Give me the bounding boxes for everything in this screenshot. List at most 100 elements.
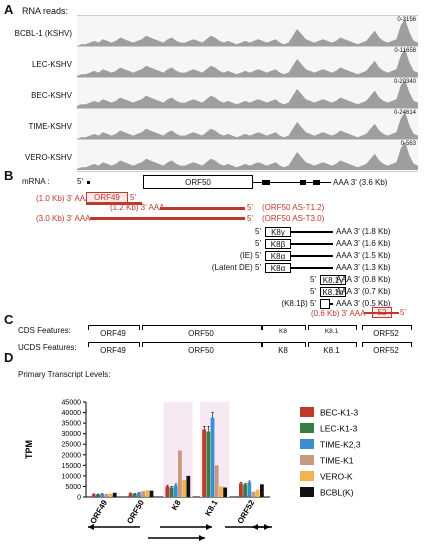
bar <box>182 480 186 497</box>
feature-bracket <box>308 342 357 347</box>
coverage-profile <box>77 18 418 46</box>
feature-bracket <box>262 325 306 330</box>
transcript-levels-chart: 0 5000 10000 15000 20000 25000 30000 35000 40000… <box>24 400 361 541</box>
legend-swatch <box>300 455 314 465</box>
orf49-transcript-line <box>86 202 142 205</box>
direction-arrow-head <box>199 535 205 541</box>
y-tick-label: 10000 <box>62 473 82 480</box>
coverage-profile <box>77 80 418 108</box>
y-tick-label: 20000 <box>62 452 82 459</box>
k8-row-size: AAA 3' (0.7 Kb) <box>336 287 391 296</box>
coverage-track: 0-24614 <box>77 108 418 141</box>
k8-row-line <box>291 243 333 245</box>
orf52-size: (0.6 Kb) 3' AAA <box>311 309 366 318</box>
direction-arrow-head <box>88 524 94 530</box>
coverage-profile <box>77 142 418 170</box>
k8-row-size: AAA 3' (1.3 Kb) <box>336 263 391 272</box>
feature-bracket <box>88 325 140 330</box>
feature-bracket <box>262 342 306 347</box>
x-tick-label: K8 <box>170 498 183 512</box>
k8-row-size: AAA 3' (0.5 Kb) <box>336 299 391 308</box>
bar <box>149 490 154 497</box>
track-name: BEC-KSHV <box>31 91 72 100</box>
feature-bracket <box>142 342 262 347</box>
bar <box>112 492 117 497</box>
track-name: BCBL-1 (KSHV) <box>14 29 72 38</box>
cds-inner-label: K8 <box>279 328 287 335</box>
k8-row-box: K8γ <box>265 227 291 237</box>
as30-transcript-line <box>90 217 245 220</box>
feature-label: ORF50 <box>188 346 214 355</box>
k8-row-line <box>291 231 333 233</box>
x-tick-label: K8.1 <box>203 498 220 518</box>
k8-row-label: 5' <box>255 239 261 248</box>
bar <box>214 465 219 497</box>
feature-bracket <box>142 325 262 330</box>
bar <box>165 486 170 497</box>
feature-label: K8 <box>278 346 288 355</box>
bar <box>202 429 206 497</box>
bar <box>141 491 145 497</box>
as30-five-prime: 5' <box>247 214 253 223</box>
direction-arrow-head <box>206 524 212 530</box>
legend-swatch <box>300 487 314 497</box>
k8-row-line <box>330 303 333 305</box>
bar <box>247 482 252 497</box>
feature-bracket <box>362 342 412 347</box>
coverage-track: 0-3156 <box>77 15 418 48</box>
feature-label: ORF50 <box>188 329 214 338</box>
bar <box>96 494 100 497</box>
k8-row-line <box>291 267 333 269</box>
track-scale: 0-20340 <box>393 79 416 85</box>
mrna-label: mRNA : <box>22 177 50 186</box>
k8-row-box: K8β <box>265 239 291 249</box>
panel-d-letter: D <box>4 350 14 365</box>
track-scale: 0-11658 <box>394 48 416 54</box>
feature-label: ORF52 <box>373 329 399 338</box>
legend-label: LEC-K1-3 <box>320 424 358 434</box>
legend-label: VERO-K <box>320 472 353 482</box>
legend-label: BCBL(K) <box>320 488 354 498</box>
bar <box>223 487 227 497</box>
orf52-five-prime: 5' <box>400 308 406 317</box>
k8-row-label: (K8.1β) 5' <box>281 299 316 308</box>
coverage-area <box>77 142 418 170</box>
bar <box>219 486 223 497</box>
legend-label: BEC-K1-3 <box>320 408 359 418</box>
orf50-box: ORF50 <box>143 175 253 189</box>
y-tick-label: 5000 <box>65 484 81 491</box>
bar <box>243 484 247 497</box>
direction-arrow-head <box>252 524 258 530</box>
k8-row-box <box>320 299 330 309</box>
as12-five-prime: 5' <box>247 203 253 212</box>
legend-swatch <box>300 407 314 417</box>
track-scale: 0-563 <box>400 141 416 147</box>
as30-size: (3.0 Kb) 3' AAA <box>36 214 91 223</box>
bar <box>178 450 182 497</box>
y-tick-label: 30000 <box>62 431 82 438</box>
bar <box>104 493 109 497</box>
panel-b-letter: B <box>4 168 14 183</box>
coverage-track: 0-563 <box>77 139 418 172</box>
legend-swatch <box>300 439 314 449</box>
bar <box>186 475 191 497</box>
k8-row-label: 5' <box>310 275 316 284</box>
k8-row-box: K8.1α <box>320 287 346 297</box>
k8-row-size: AAA 3' (1.8 Kb) <box>336 227 391 236</box>
feature-label: ORF49 <box>100 329 126 338</box>
legend-swatch <box>300 471 314 481</box>
as12-transcript-line <box>160 207 245 210</box>
bar <box>91 494 96 497</box>
bar <box>173 485 178 497</box>
track-scale: 0-3156 <box>397 17 416 23</box>
bar <box>206 431 211 497</box>
ucds-label: UCDS Features: <box>18 343 77 352</box>
k8-row-size: AAA 3' (1.5 Kb) <box>336 251 391 260</box>
orf50-five-prime: 5' <box>77 177 83 186</box>
bar <box>251 491 256 497</box>
bar <box>108 493 113 497</box>
bar <box>145 490 150 497</box>
k8-row-size: AAA 3' (1.6 Kb) <box>336 239 391 248</box>
bar <box>128 493 133 497</box>
bar <box>132 493 137 497</box>
